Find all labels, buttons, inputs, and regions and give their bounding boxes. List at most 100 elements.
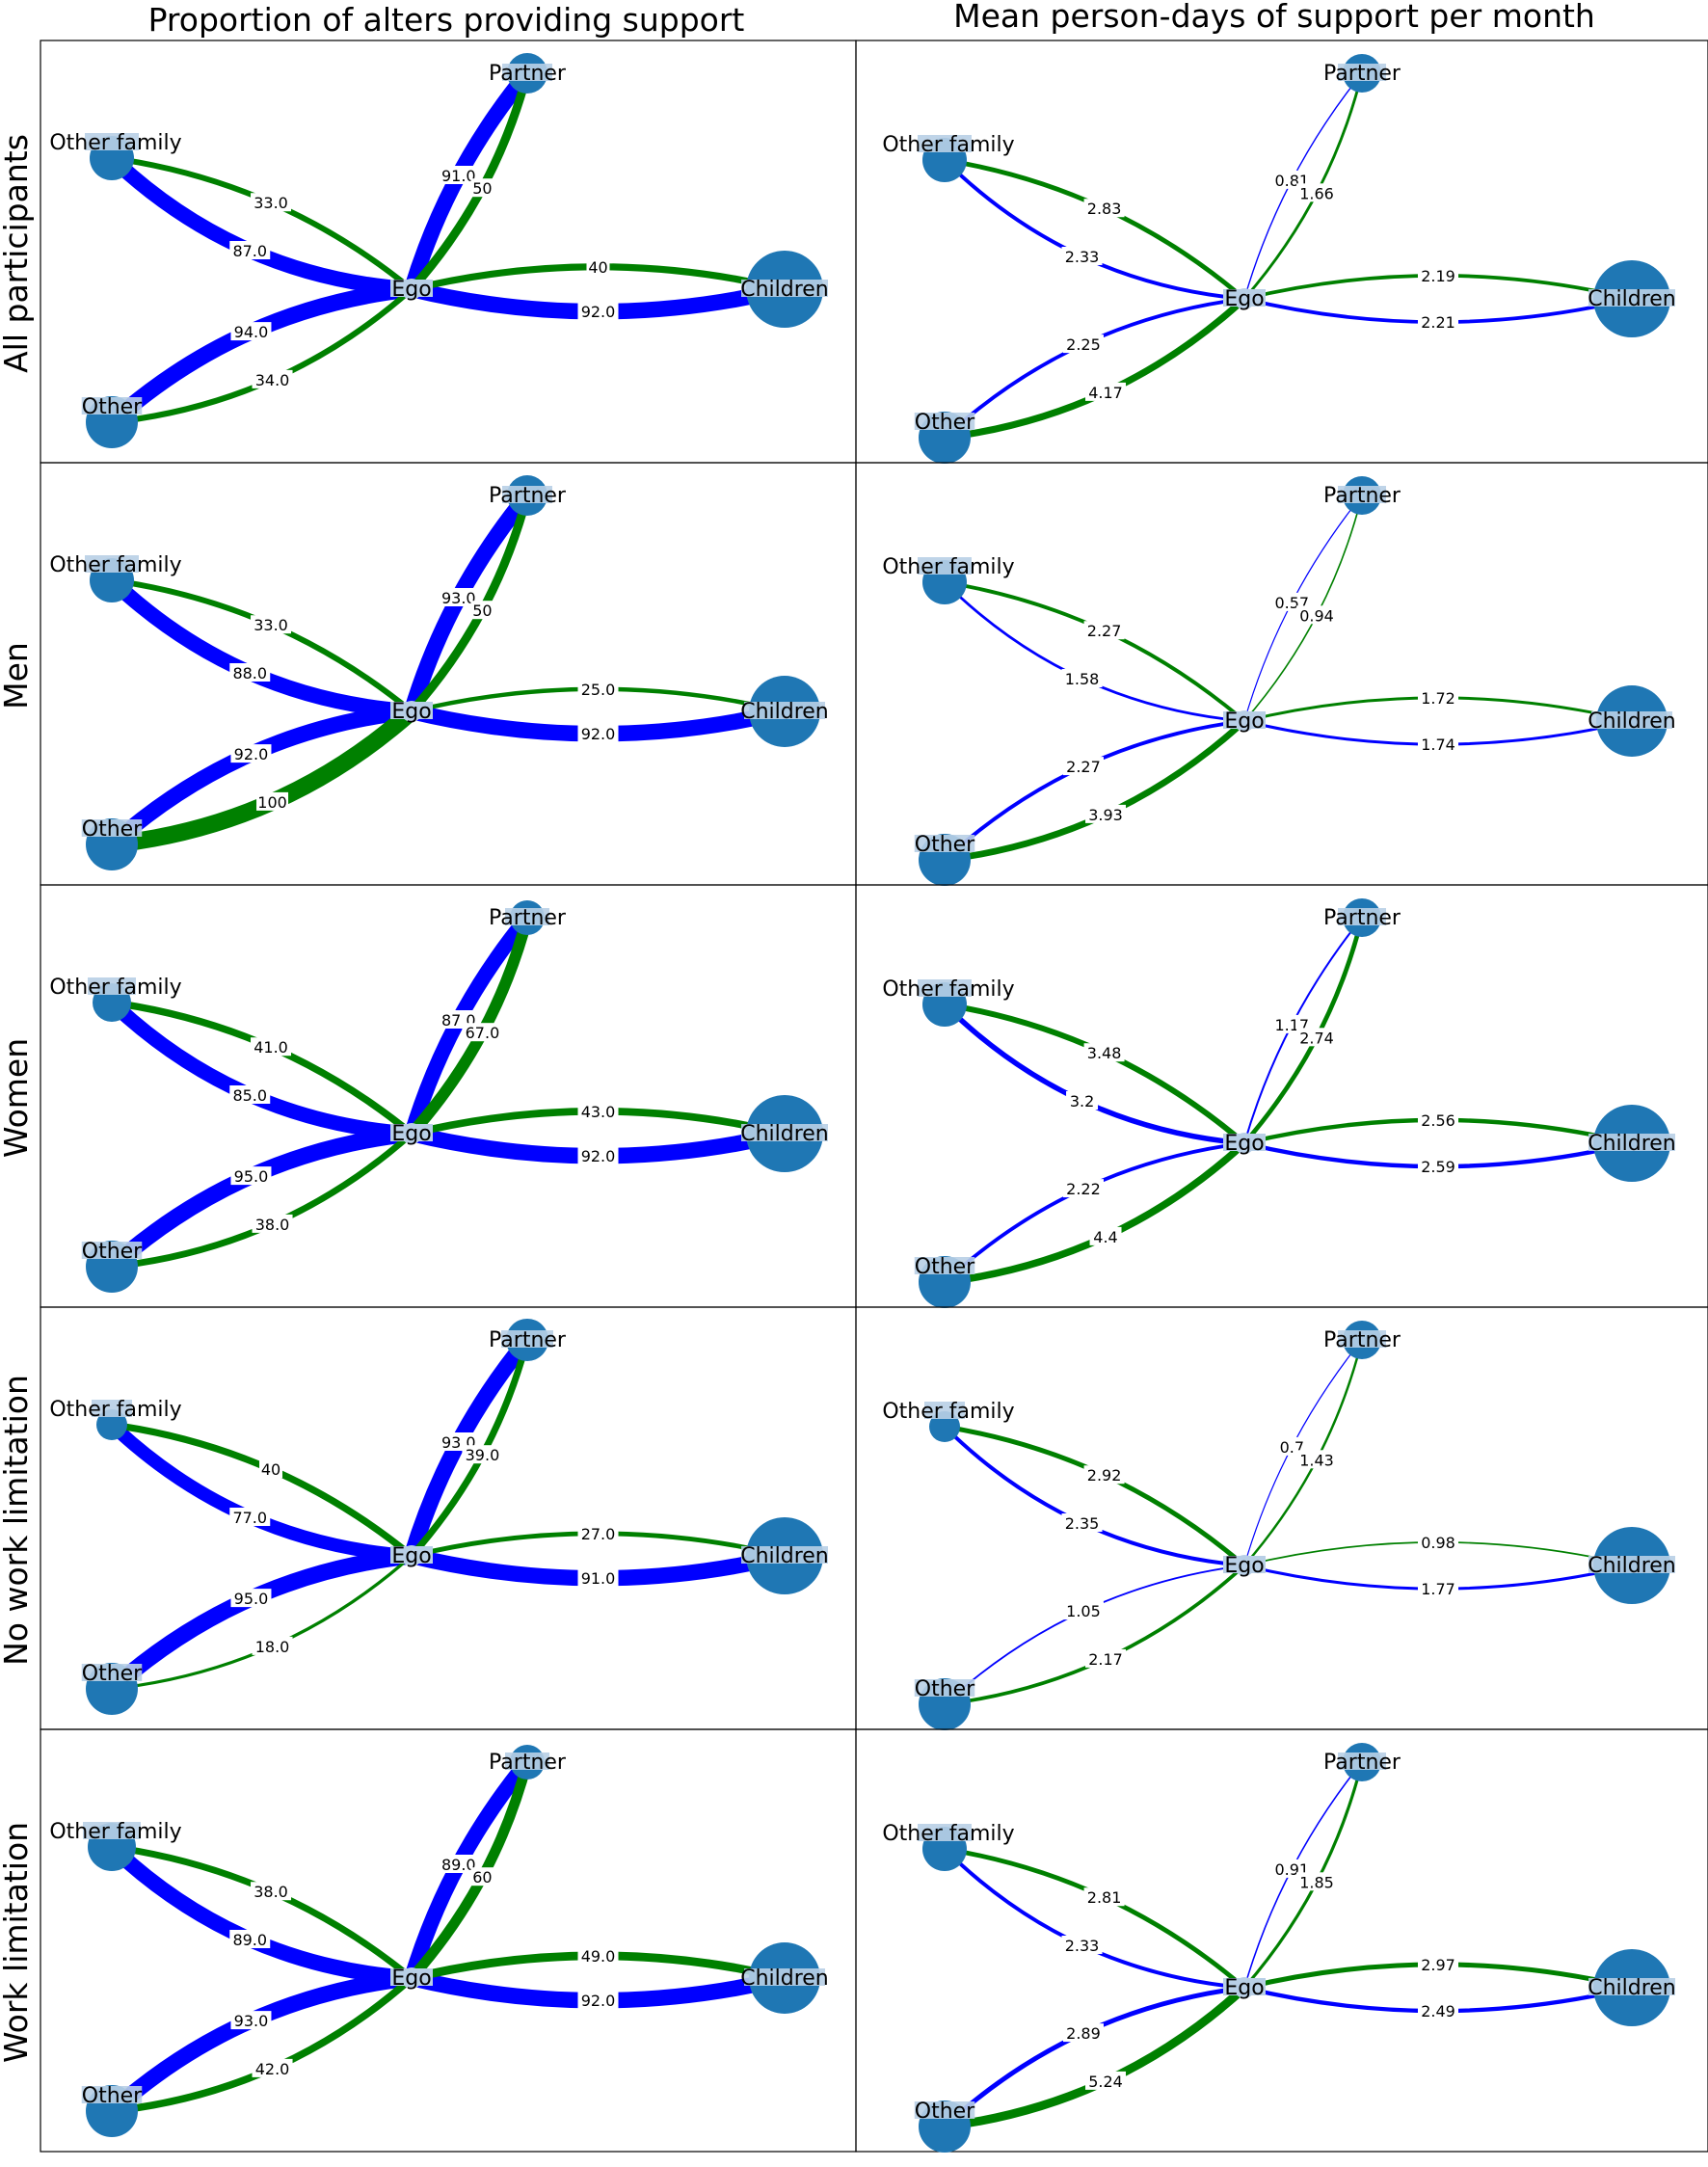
edge-green-other-family: [111, 999, 414, 1137]
node-label-box: [1223, 1134, 1266, 1151]
edge-label-text: 2.25: [1066, 335, 1101, 354]
edge-label-bg: [470, 601, 494, 620]
node-label-box: [918, 1824, 972, 1841]
edge-label-bg: [230, 2011, 272, 2030]
edge-green-other: [111, 286, 414, 426]
edge-label-bg: [1061, 246, 1103, 265]
edge-label-text: 2.56: [1421, 1111, 1455, 1130]
network-panel: 0.911.852.332.812.895.242.492.97PartnerO…: [855, 1728, 1708, 2153]
node-label-partner: Partner: [489, 62, 567, 86]
node-label-other: Other: [915, 1677, 975, 1701]
network-panel: 0.71.432.352.921.052.171.770.98PartnerOt…: [855, 1306, 1708, 1730]
edge-label-bg: [1061, 1512, 1103, 1532]
edge-label: 38.0: [251, 1882, 292, 1901]
edge-label: 92.0: [577, 1991, 619, 2010]
node-label-children: Children: [1588, 1132, 1676, 1156]
edge-blue-other-family: [943, 1847, 1245, 1990]
edge-label: 3.2: [1066, 1090, 1099, 1110]
edge-label: 4.17: [1085, 382, 1127, 402]
network-panel: 0.811.662.332.832.254.172.212.19PartnerO…: [855, 40, 1708, 464]
edge-label-text: 93.0: [234, 2012, 269, 2030]
edge-label-bg: [1418, 1110, 1458, 1129]
edge-blue-other-family: [943, 1003, 1245, 1146]
edge-label-text: 27.0: [581, 1525, 616, 1543]
edge-label-text: 2.27: [1066, 758, 1101, 776]
edge-label-bg: [1418, 1157, 1458, 1176]
node-label-ego: Ego: [1224, 287, 1264, 311]
node-label-box: [914, 1257, 975, 1274]
edge-label-bg: [1062, 2023, 1104, 2043]
edge-label-text: 50: [472, 179, 492, 198]
edge-label-bg: [1061, 668, 1103, 687]
edge-label-text: 2.83: [1087, 200, 1122, 218]
node-label-box: [1338, 1752, 1386, 1770]
edge-label-text: 91.0: [581, 1569, 616, 1588]
node-label-partner: Partner: [489, 484, 567, 508]
edge-label-text: 92.0: [581, 1147, 616, 1165]
edge-label-text: 2.59: [1421, 1158, 1455, 1176]
edge-label: 2.89: [1062, 2023, 1104, 2043]
edge-label-text: 85.0: [232, 1086, 267, 1105]
edge-label-bg: [1085, 382, 1127, 401]
edge-label-text: 2.81: [1087, 1888, 1122, 1907]
node-label-other-family: Other family: [882, 133, 1014, 157]
nodes: Partner Other family Other Children Ego: [49, 1319, 829, 1715]
node-label-box: [1588, 1134, 1675, 1151]
edge-label-bg: [252, 1214, 293, 1233]
edge-green-other: [944, 1564, 1246, 1706]
edge-label: 40: [259, 1459, 283, 1479]
edge-label-bg: [1296, 183, 1338, 202]
edge-label-text: 42.0: [255, 2060, 290, 2078]
edge-label-bg: [577, 1101, 619, 1120]
edges: [943, 495, 1633, 864]
edge-label-text: 2.92: [1087, 1466, 1122, 1485]
edge-label-text: 89.0: [232, 1931, 267, 1949]
node-label-box: [1588, 1556, 1675, 1573]
node-label-box: [85, 555, 139, 573]
node-label-partner: Partner: [1323, 906, 1401, 930]
edges: [106, 1334, 787, 1696]
edges: [943, 917, 1633, 1286]
edge-label-bg: [577, 1568, 619, 1588]
node-label-box: [741, 1546, 828, 1564]
node-label-other: Other: [82, 1662, 143, 1686]
nodes: Partner Other family Other Children Ego: [49, 475, 829, 870]
edge-label-text: 92.0: [234, 745, 269, 763]
edge-label-bg: [1083, 1887, 1125, 1907]
edge-label-bg: [1418, 2001, 1458, 2020]
node-label-box: [914, 835, 975, 852]
edge-label-bg: [577, 1945, 619, 1965]
edge-label-text: 2.33: [1065, 1937, 1100, 1955]
edge-blue-other: [943, 1985, 1245, 2128]
edge-blue-other: [106, 281, 413, 429]
edge-label: 93.0: [230, 2011, 272, 2030]
edge-label-bg: [1418, 1532, 1458, 1551]
edge-green-other-family: [944, 157, 1246, 301]
edge-label-text: 2.97: [1421, 1956, 1455, 1974]
edges: [106, 490, 787, 853]
node-label-box: [390, 280, 433, 297]
edge-label-text: 2.74: [1299, 1029, 1334, 1047]
node-label-box: [741, 280, 828, 297]
edge-label: 77.0: [229, 1507, 271, 1527]
edge-label: 1.58: [1061, 668, 1103, 688]
edge-labels: 0.570.941.582.272.273.931.741.72: [1061, 592, 1458, 824]
edge-label-text: 2.22: [1066, 1180, 1101, 1198]
edge-label: 2.19: [1418, 265, 1458, 285]
nodes: Partner Other family Other Children Ego: [882, 54, 1676, 464]
nodes: Partner Other family Other Children Ego: [49, 900, 829, 1293]
edge-label-bg: [252, 2058, 293, 2077]
edge-label-text: 2.21: [1421, 313, 1455, 332]
edge-label-text: 92.0: [581, 725, 616, 743]
edge-labels: 0.811.662.332.832.254.172.212.19: [1061, 170, 1458, 402]
node-label-other: Other: [915, 2100, 975, 2124]
edge-label-bg: [1062, 757, 1104, 776]
edge-label: 85.0: [229, 1084, 271, 1105]
edge-label: 2.17: [1085, 1648, 1127, 1669]
network-panel: 93.050 88.0 33.0 92.0 100 92.0 25.0 Partner Othe…: [40, 462, 857, 886]
edge-label-bg: [230, 1166, 272, 1186]
edge-label-bg: [1083, 1465, 1125, 1485]
edge-label: 0.94: [1296, 605, 1338, 625]
